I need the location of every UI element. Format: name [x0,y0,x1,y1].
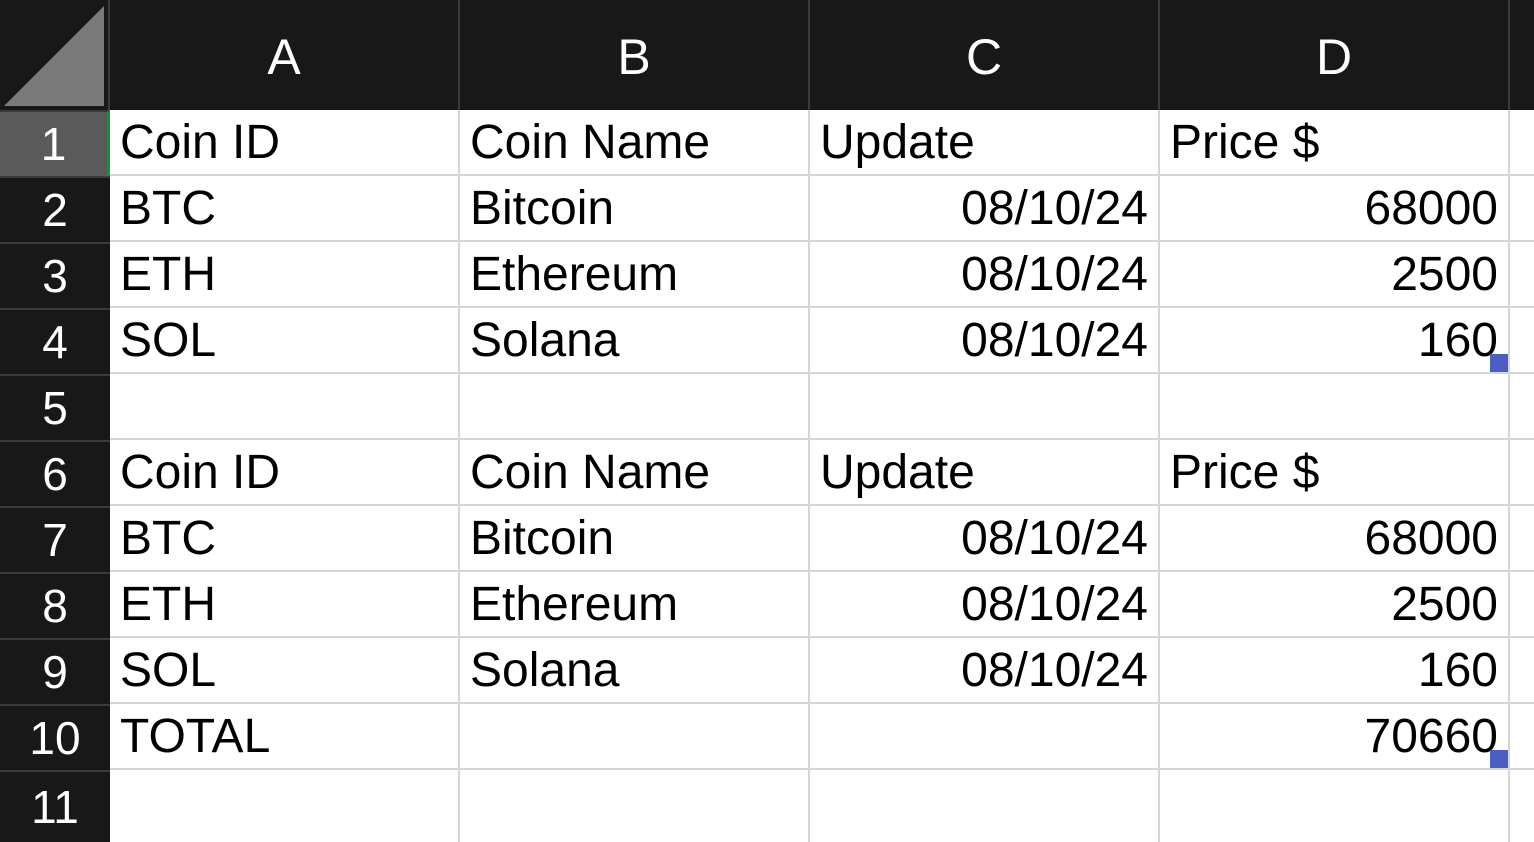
cell-d3[interactable]: 2500 [1160,242,1510,308]
cell-b3[interactable]: Ethereum [460,242,810,308]
cell-c10[interactable] [810,704,1160,770]
fill-handle[interactable] [1490,750,1508,768]
row-header-8[interactable]: 8 [0,572,110,638]
cell-overflow-10[interactable] [1510,704,1534,770]
cell-d11[interactable] [1160,770,1510,842]
cell-a2[interactable]: BTC [110,176,460,242]
cell-c4[interactable]: 08/10/24 [810,308,1160,374]
cell-c11[interactable] [810,770,1160,842]
row-header-5[interactable]: 5 [0,374,110,440]
cell-a11[interactable] [110,770,460,842]
cell-a7[interactable]: BTC [110,506,460,572]
cell-b10[interactable] [460,704,810,770]
row-header-2[interactable]: 2 [0,176,110,242]
cell-d4[interactable]: 160 [1160,308,1510,374]
column-header-b[interactable]: B [460,0,810,110]
cell-b11[interactable] [460,770,810,842]
cell-c9[interactable]: 08/10/24 [810,638,1160,704]
cell-d2[interactable]: 68000 [1160,176,1510,242]
cell-a8[interactable]: ETH [110,572,460,638]
row-header-9[interactable]: 9 [0,638,110,704]
cell-a5[interactable] [110,374,460,440]
cell-overflow-9[interactable] [1510,638,1534,704]
cell-d9[interactable]: 160 [1160,638,1510,704]
cell-c8[interactable]: 08/10/24 [810,572,1160,638]
cell-b5[interactable] [460,374,810,440]
cell-b9[interactable]: Solana [460,638,810,704]
row-header-10[interactable]: 10 [0,704,110,770]
cell-overflow-6[interactable] [1510,440,1534,506]
cell-d1[interactable]: Price $ [1160,110,1510,176]
cell-a10[interactable]: TOTAL [110,704,460,770]
select-all-corner[interactable] [0,0,110,110]
cell-overflow-5[interactable] [1510,374,1534,440]
cell-b6[interactable]: Coin Name [460,440,810,506]
cell-c6[interactable]: Update [810,440,1160,506]
cell-overflow-4[interactable] [1510,308,1534,374]
cell-d10-value: 70660 [1364,709,1498,763]
select-all-triangle-icon [4,6,104,106]
cell-c7[interactable]: 08/10/24 [810,506,1160,572]
column-header-d[interactable]: D [1160,0,1510,110]
cell-overflow-11[interactable] [1510,770,1534,842]
cell-d8[interactable]: 2500 [1160,572,1510,638]
column-header-c[interactable]: C [810,0,1160,110]
column-header-overflow [1510,0,1534,110]
cell-b7[interactable]: Bitcoin [460,506,810,572]
row-header-4[interactable]: 4 [0,308,110,374]
row-header-11[interactable]: 11 [0,770,110,842]
cell-overflow-7[interactable] [1510,506,1534,572]
cell-d5[interactable] [1160,374,1510,440]
cell-b8[interactable]: Ethereum [460,572,810,638]
cell-a9[interactable]: SOL [110,638,460,704]
cell-b4[interactable]: Solana [460,308,810,374]
cell-a1[interactable]: Coin ID [110,110,460,176]
fill-handle[interactable] [1490,354,1508,372]
row-header-1[interactable]: 1 [0,110,110,176]
cell-b1[interactable]: Coin Name [460,110,810,176]
cell-overflow-8[interactable] [1510,572,1534,638]
cell-d10[interactable]: 70660 [1160,704,1510,770]
cell-c3[interactable]: 08/10/24 [810,242,1160,308]
cell-d4-value: 160 [1417,313,1498,367]
column-header-a[interactable]: A [110,0,460,110]
cell-b2[interactable]: Bitcoin [460,176,810,242]
cell-c2[interactable]: 08/10/24 [810,176,1160,242]
row-header-6[interactable]: 6 [0,440,110,506]
row-header-7[interactable]: 7 [0,506,110,572]
cell-c5[interactable] [810,374,1160,440]
cell-overflow-1[interactable] [1510,110,1534,176]
cell-overflow-3[interactable] [1510,242,1534,308]
cell-a4[interactable]: SOL [110,308,460,374]
cell-overflow-2[interactable] [1510,176,1534,242]
cell-d6[interactable]: Price $ [1160,440,1510,506]
row-header-3[interactable]: 3 [0,242,110,308]
cell-a6[interactable]: Coin ID [110,440,460,506]
cell-a3[interactable]: ETH [110,242,460,308]
cell-d7[interactable]: 68000 [1160,506,1510,572]
cell-c1[interactable]: Update [810,110,1160,176]
